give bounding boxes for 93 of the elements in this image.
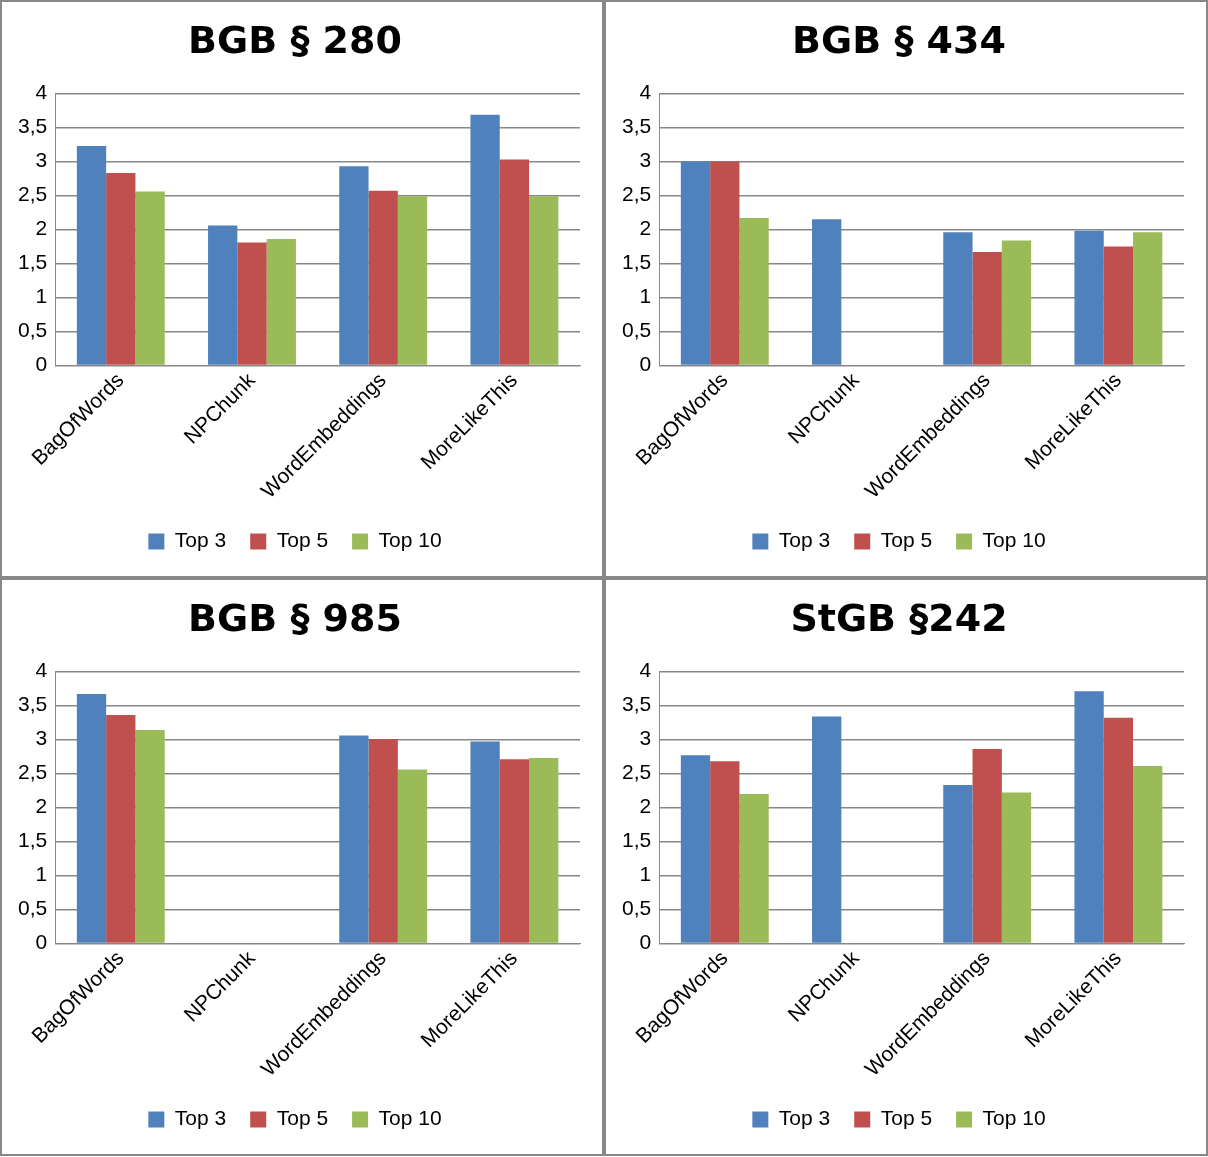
chart-title: BGB § 280 — [188, 17, 402, 62]
y-tick-label: 3 — [639, 726, 652, 750]
bar — [529, 196, 559, 365]
chart-title: BGB § 434 — [792, 17, 1006, 62]
bar — [710, 161, 740, 365]
y-tick-label: 1 — [35, 862, 48, 886]
bar — [470, 741, 500, 943]
bar — [739, 793, 769, 943]
y-tick-label: 3,5 — [17, 692, 48, 716]
bar — [972, 251, 1002, 365]
bar — [710, 761, 740, 943]
bar — [368, 738, 398, 943]
y-tick-label: 1,5 — [17, 250, 48, 274]
y-tick-label: 3 — [35, 148, 48, 172]
bar — [135, 191, 165, 365]
y-tick-label: 0,5 — [17, 318, 48, 342]
bar — [812, 716, 842, 943]
legend-label: Top 10 — [378, 528, 442, 552]
bar — [739, 217, 769, 365]
bar — [339, 735, 369, 943]
bar — [208, 225, 238, 365]
y-tick-label: 3,5 — [17, 114, 48, 138]
bar — [680, 755, 711, 943]
bar — [76, 145, 107, 365]
bar — [943, 785, 973, 943]
bar — [812, 219, 842, 365]
bar — [1001, 792, 1032, 943]
bar — [1103, 717, 1134, 943]
y-tick-label: 2 — [35, 794, 48, 818]
bar — [943, 232, 973, 365]
bar — [339, 166, 369, 365]
bar — [397, 769, 428, 943]
y-tick-label: 2,5 — [621, 182, 652, 206]
bar — [529, 757, 559, 943]
legend-label: Top 5 — [276, 528, 329, 552]
bar — [1133, 766, 1163, 943]
y-tick-label: 1,5 — [17, 828, 48, 852]
y-tick-label: 2,5 — [621, 760, 652, 784]
bar — [1133, 232, 1163, 365]
bar — [368, 190, 398, 365]
legend-label: Top 5 — [880, 1106, 933, 1130]
legend-label: Top 3 — [174, 528, 227, 552]
bar — [499, 759, 530, 943]
y-tick-label: 0 — [639, 930, 652, 954]
y-tick-label: 3 — [639, 148, 652, 172]
y-tick-label: 0 — [35, 352, 48, 376]
legend-label: Top 10 — [378, 1106, 442, 1130]
bar — [499, 159, 530, 365]
y-tick-label: 2 — [35, 216, 48, 240]
y-tick-label: 0,5 — [621, 318, 652, 342]
y-tick-label: 1 — [35, 284, 48, 308]
y-tick-label: 4 — [639, 658, 652, 682]
y-tick-label: 1,5 — [621, 250, 652, 274]
bar — [1074, 691, 1104, 943]
bar — [237, 242, 267, 365]
legend-label: Top 3 — [778, 528, 831, 552]
y-tick-label: 2 — [639, 794, 652, 818]
chart-title: BGB § 985 — [188, 595, 402, 640]
bar — [266, 239, 296, 365]
bar — [1103, 246, 1134, 365]
bar — [106, 173, 136, 365]
y-tick-label: 3,5 — [621, 692, 652, 716]
legend-label: Top 5 — [276, 1106, 329, 1130]
y-tick-label: 4 — [639, 80, 652, 104]
bar — [470, 114, 500, 365]
bar — [1074, 230, 1104, 365]
y-tick-label: 4 — [35, 658, 48, 682]
y-tick-label: 1 — [639, 862, 652, 886]
bar — [680, 161, 711, 365]
legend-label: Top 5 — [880, 528, 933, 552]
bar — [972, 749, 1002, 943]
y-tick-label: 0 — [639, 352, 652, 376]
y-tick-label: 0,5 — [621, 896, 652, 920]
legend-label: Top 10 — [982, 1106, 1046, 1130]
bar — [135, 730, 165, 943]
y-tick-label: 2,5 — [17, 182, 48, 206]
y-tick-label: 2 — [639, 216, 652, 240]
y-tick-label: 4 — [35, 80, 48, 104]
chart-title: StGB §242 — [790, 595, 1008, 640]
legend-label: Top 10 — [982, 528, 1046, 552]
bar — [1001, 240, 1032, 365]
legend-label: Top 3 — [174, 1106, 227, 1130]
y-tick-label: 1 — [639, 284, 652, 308]
y-tick-label: 3 — [35, 726, 48, 750]
y-tick-label: 2,5 — [17, 760, 48, 784]
y-tick-label: 1,5 — [621, 828, 652, 852]
y-tick-label: 3,5 — [621, 114, 652, 138]
y-tick-label: 0 — [35, 930, 48, 954]
bar — [76, 694, 107, 943]
y-tick-label: 0,5 — [17, 896, 48, 920]
bar — [106, 715, 136, 943]
legend-label: Top 3 — [778, 1106, 831, 1130]
bar — [397, 196, 428, 365]
